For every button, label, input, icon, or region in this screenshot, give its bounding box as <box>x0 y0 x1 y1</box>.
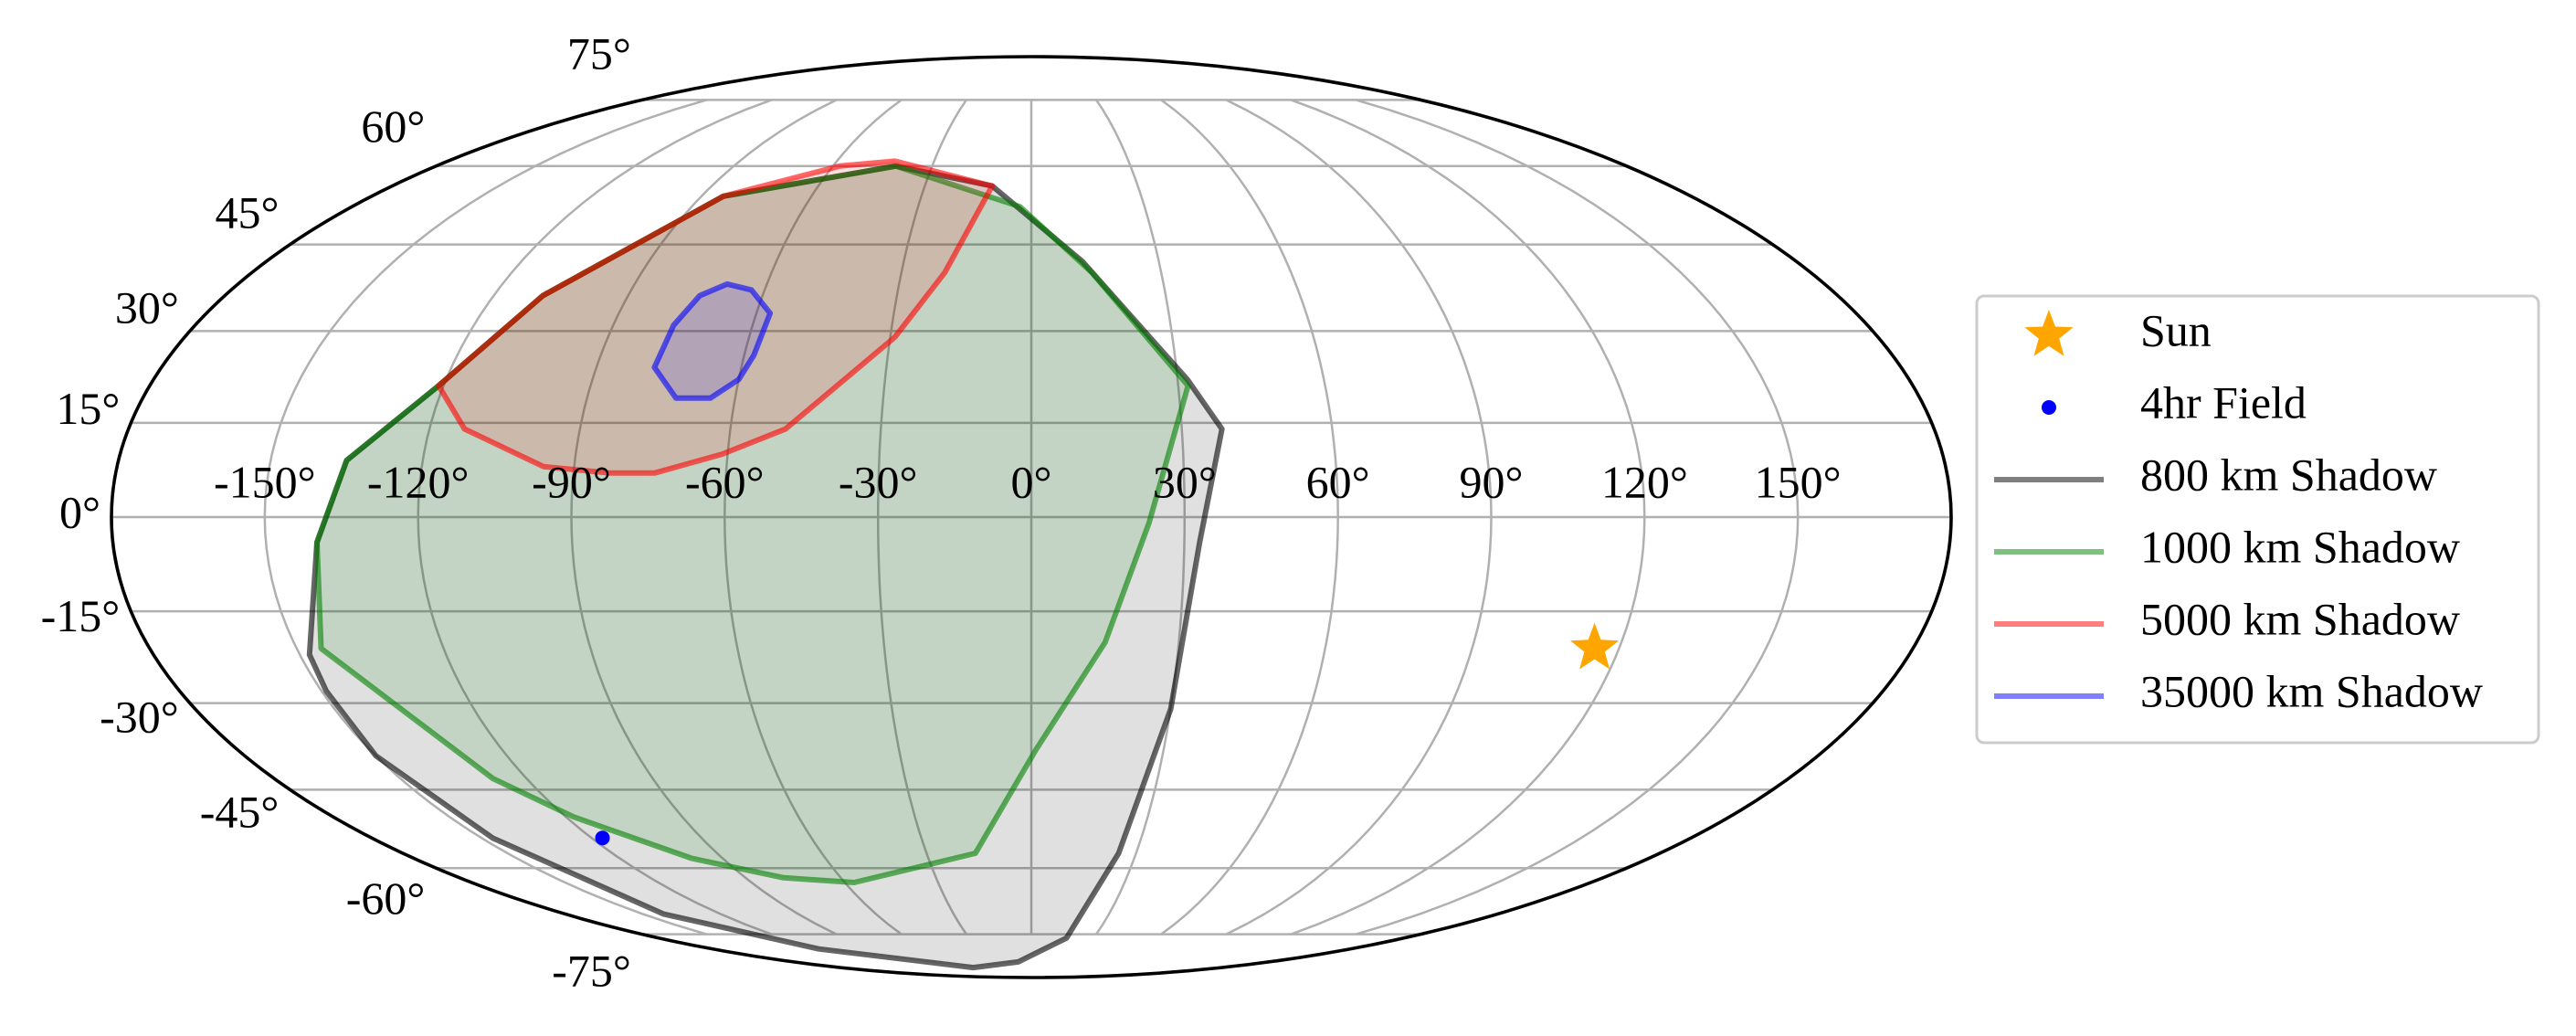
legend-label: 5000 km Shadow <box>2140 593 2460 644</box>
grid-line <box>417 99 773 936</box>
y-tick-label: -30° <box>100 691 179 742</box>
grid-line <box>1160 99 1339 936</box>
x-tick-label: -30° <box>839 456 918 507</box>
plot-area <box>306 158 1620 971</box>
grid-line <box>1225 99 1493 936</box>
y-tick-label: 15° <box>56 383 120 434</box>
legend-label: 4hr Field <box>2140 376 2307 428</box>
legend-label: 35000 km Shadow <box>2140 665 2483 716</box>
y-tick-label: 45° <box>215 186 279 238</box>
shadow-region <box>436 158 996 476</box>
tick-labels: -75° -60° -45° -30° -15° 0° 15° 30° 45° 60° 75° -15… <box>41 28 1842 997</box>
grid-line <box>1290 99 1646 936</box>
shadow-region <box>651 280 774 401</box>
x-tick-label: 0° <box>1011 456 1052 507</box>
x-tick-label: 120° <box>1601 456 1688 507</box>
y-tick-label: -75° <box>552 945 631 996</box>
field-marker <box>595 830 610 846</box>
legend-frame <box>1975 294 2540 745</box>
x-tick-label: 30° <box>1153 456 1217 507</box>
grid-line <box>1355 99 1800 936</box>
x-tick-label: -120° <box>367 456 470 507</box>
x-tick-label: -60° <box>685 456 765 507</box>
sun-marker <box>1570 622 1620 670</box>
legend-marker <box>2024 310 2074 356</box>
legend-label: 800 km Shadow <box>2140 449 2437 500</box>
x-tick-label: -90° <box>532 456 611 507</box>
x-tick-label: -150° <box>214 456 316 507</box>
y-tick-label: 30° <box>115 282 179 333</box>
y-tick-label: 75° <box>567 28 631 79</box>
map-boundary <box>110 55 1953 979</box>
x-tick-label: 150° <box>1755 456 1842 507</box>
shadow-region <box>314 163 1191 885</box>
y-tick-label: -45° <box>200 786 280 837</box>
grid-line <box>1094 99 1187 936</box>
y-tick-label: -15° <box>41 590 121 641</box>
legend-label: 1000 km Shadow <box>2140 521 2460 572</box>
legend-label: Sun <box>2140 304 2212 355</box>
grid-line <box>263 99 708 936</box>
grid-line <box>723 99 903 936</box>
y-tick-label: 60° <box>361 100 425 152</box>
legend: Sun 4hr Field 800 km Shadow 1000 km Shadow 5… <box>1975 294 2540 745</box>
y-tick-label: 0° <box>59 486 100 537</box>
grid-line <box>876 99 968 936</box>
x-tick-label: 90° <box>1460 456 1524 507</box>
y-tick-label: -60° <box>346 872 426 924</box>
x-tick-label: 60° <box>1306 456 1370 507</box>
legend-marker <box>2042 400 2056 415</box>
